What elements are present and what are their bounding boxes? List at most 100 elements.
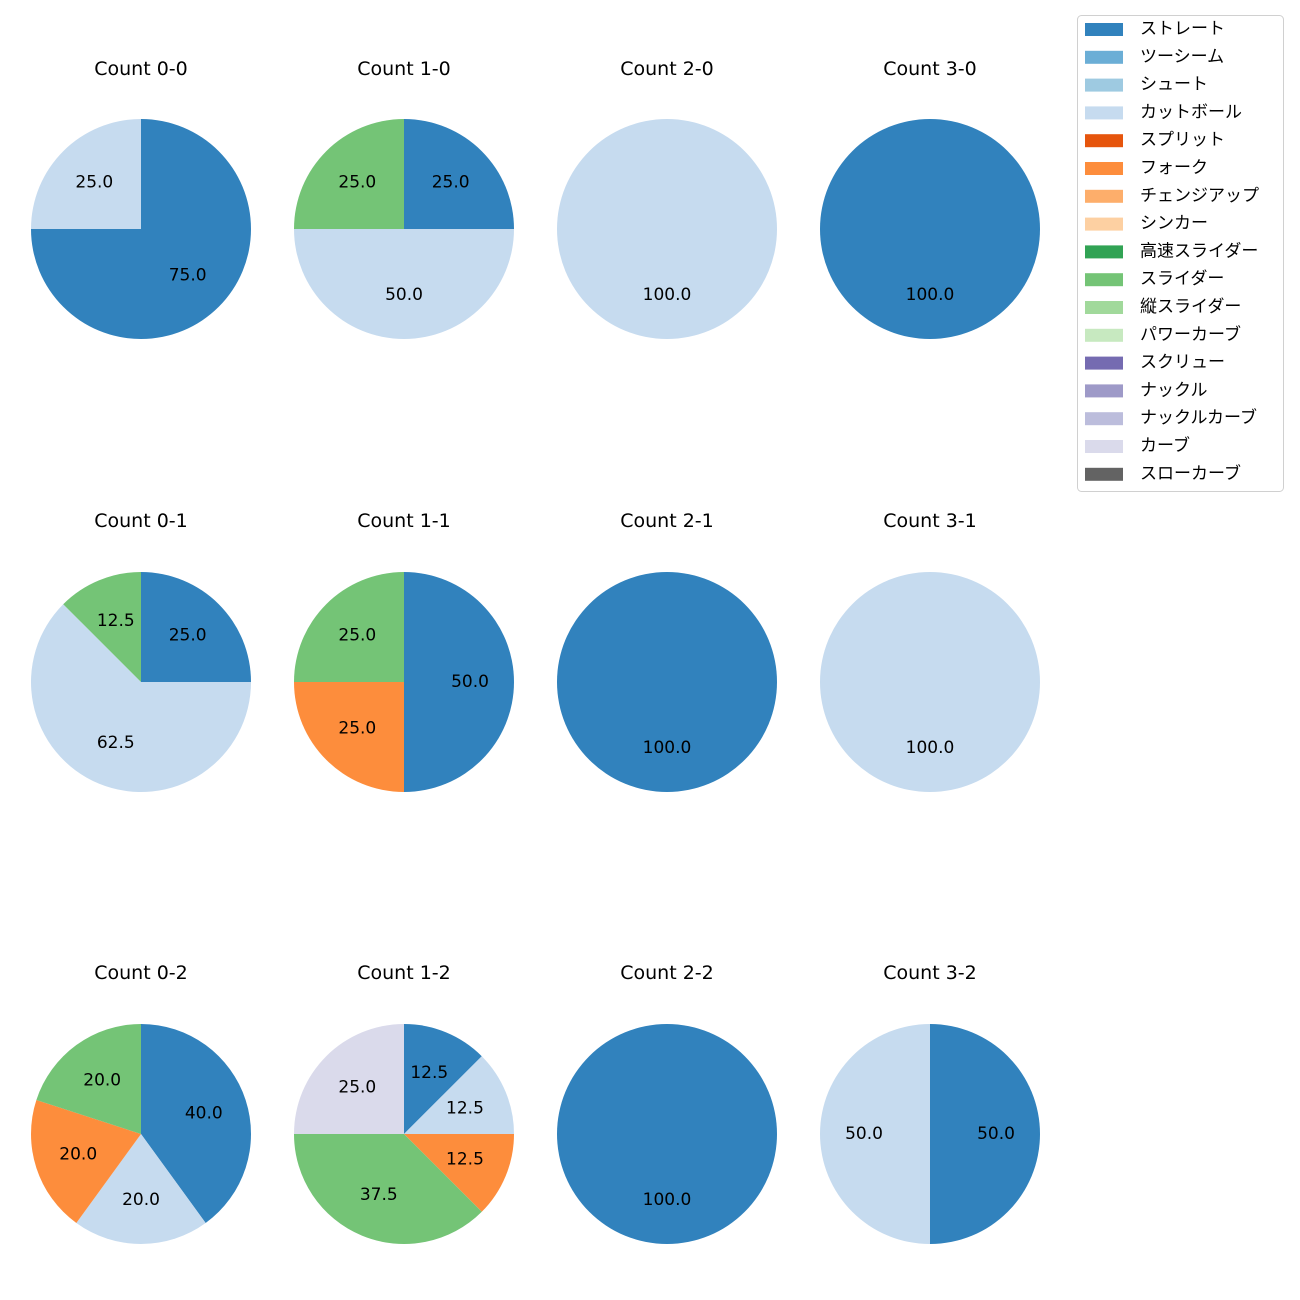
legend-label: スローカーブ — [1140, 463, 1241, 484]
legend-label: ナックル — [1140, 380, 1208, 400]
pie-slice-label: 37.5 — [360, 1185, 398, 1205]
legend-label: シンカー — [1140, 214, 1208, 234]
legend-label: ツーシーム — [1140, 47, 1224, 67]
pie-title: Count 2-1 — [620, 510, 714, 532]
legend-item: カットボール — [1085, 102, 1242, 122]
pie-slice — [557, 572, 777, 792]
pie-slice-label: 12.5 — [446, 1099, 484, 1119]
pie-slice-label: 100.0 — [643, 738, 692, 758]
pie-slice — [294, 1024, 404, 1134]
legend-item: シュート — [1085, 75, 1208, 95]
pie-slice-label: 100.0 — [906, 285, 955, 305]
legend-label: シュート — [1140, 75, 1208, 95]
pie-count-3-2: Count 3-2 50.0 50.0 — [820, 962, 1040, 1244]
legend-swatch — [1085, 356, 1123, 370]
pie-slice-label: 25.0 — [338, 625, 376, 645]
pie-count-2-0: Count 2-0 100.0 — [557, 58, 777, 339]
pie-slice — [557, 1024, 777, 1244]
pie-slice — [404, 1056, 514, 1134]
legend-item: スローカーブ — [1085, 463, 1241, 484]
legend-label: スライダー — [1140, 269, 1224, 289]
pie-count-0-2: Count 0-2 40.0 20.0 20.0 20.0 — [31, 962, 251, 1244]
pie-slice — [294, 572, 404, 682]
pie-count-0-0: Count 0-0 75.0 25.0 — [31, 58, 251, 339]
pie-slice — [141, 1024, 251, 1223]
pie-slice-label: 20.0 — [83, 1071, 121, 1091]
pie-slice-label: 100.0 — [906, 738, 955, 758]
pie-count-3-0: Count 3-0 100.0 — [820, 58, 1040, 339]
legend-item: スプリット — [1085, 130, 1225, 150]
legend: ストレートツーシームシュートカットボールスプリットフォークチェンジアップシンカー… — [1077, 15, 1284, 492]
legend-swatch — [1085, 134, 1123, 148]
pie-slice — [76, 1134, 206, 1244]
legend-item: シンカー — [1085, 214, 1208, 234]
legend-swatch — [1085, 189, 1123, 203]
legend-swatch — [1085, 301, 1123, 314]
pie-slice-label: 50.0 — [451, 672, 489, 692]
legend-label: カーブ — [1140, 435, 1190, 456]
pie-slice-label: 25.0 — [338, 1077, 376, 1097]
pie-title: Count 2-2 — [620, 962, 714, 984]
pie-slice — [294, 229, 514, 339]
legend-item: スクリュー — [1085, 353, 1225, 373]
pie-slice-label: 12.5 — [446, 1149, 484, 1169]
legend-item: 縦スライダー — [1085, 297, 1241, 317]
legend-label: スプリット — [1140, 130, 1225, 150]
pie-slice-label: 50.0 — [977, 1124, 1015, 1144]
pie-title: Count 0-2 — [94, 962, 188, 984]
pie-slice-label: 100.0 — [643, 1190, 692, 1210]
pie-slice — [820, 119, 1040, 339]
legend-swatch — [1085, 273, 1123, 287]
pie-slice-label: 12.5 — [97, 611, 135, 631]
legend-item: ナックルカーブ — [1085, 407, 1257, 428]
legend-label: 高速スライダー — [1140, 241, 1258, 261]
pie-slice — [404, 572, 514, 792]
legend-label: パワーカーブ — [1140, 324, 1241, 345]
legend-item: カーブ — [1085, 435, 1190, 456]
pie-title: Count 3-2 — [883, 962, 977, 984]
pie-count-1-2: Count 1-2 12.5 12.5 12.5 37.5 25.0 — [293, 962, 514, 1244]
legend-label: ナックルカーブ — [1140, 407, 1257, 428]
legend-label: ストレート — [1140, 19, 1225, 39]
pie-title: Count 1-0 — [357, 58, 451, 80]
pie-slice-label: 25.0 — [338, 719, 376, 739]
pie-count-0-1: Count 0-1 25.0 62.5 12.5 — [30, 510, 251, 792]
pie-slice — [31, 1100, 142, 1223]
legend-swatch — [1085, 162, 1123, 175]
pie-slice — [293, 1134, 482, 1244]
pie-slice — [930, 1024, 1040, 1244]
pie-slice-label: 40.0 — [185, 1104, 223, 1124]
legend-swatch — [1085, 106, 1123, 120]
pie-slice-label: 12.5 — [410, 1063, 448, 1083]
legend-item: パワーカーブ — [1085, 324, 1241, 345]
pie-title: Count 3-1 — [883, 510, 977, 532]
pie-count-2-2: Count 2-2 100.0 — [557, 962, 777, 1244]
pie-count-1-1: Count 1-1 50.0 25.0 25.0 — [294, 510, 514, 792]
legend-swatch — [1085, 412, 1123, 426]
legend-item: ストレート — [1085, 19, 1225, 39]
pie-slice-label: 25.0 — [75, 172, 113, 192]
pie-slice — [557, 119, 777, 339]
legend-swatch — [1085, 50, 1123, 64]
legend-item: チェンジアップ — [1085, 186, 1259, 206]
pie-slice — [820, 572, 1040, 792]
legend-swatch — [1085, 467, 1123, 481]
pie-title: Count 2-0 — [620, 58, 714, 80]
legend-swatch — [1085, 23, 1123, 36]
pie-slice-label: 62.5 — [97, 733, 135, 753]
legend-frame — [1077, 15, 1284, 492]
pie-slice — [63, 572, 141, 682]
legend-swatch — [1085, 328, 1123, 342]
pie-slice-label: 25.0 — [338, 172, 376, 192]
pie-slice — [404, 119, 514, 229]
legend-item: スライダー — [1085, 269, 1224, 289]
pie-slice — [294, 119, 404, 229]
legend-item: ナックル — [1085, 380, 1208, 400]
legend-label: 縦スライダー — [1140, 297, 1241, 317]
legend-swatch — [1085, 217, 1123, 231]
pie-count-2-1: Count 2-1 100.0 — [557, 510, 777, 792]
pie-slice — [404, 1134, 514, 1212]
pie-slice — [294, 682, 404, 792]
pie-slice-label: 75.0 — [169, 266, 207, 286]
